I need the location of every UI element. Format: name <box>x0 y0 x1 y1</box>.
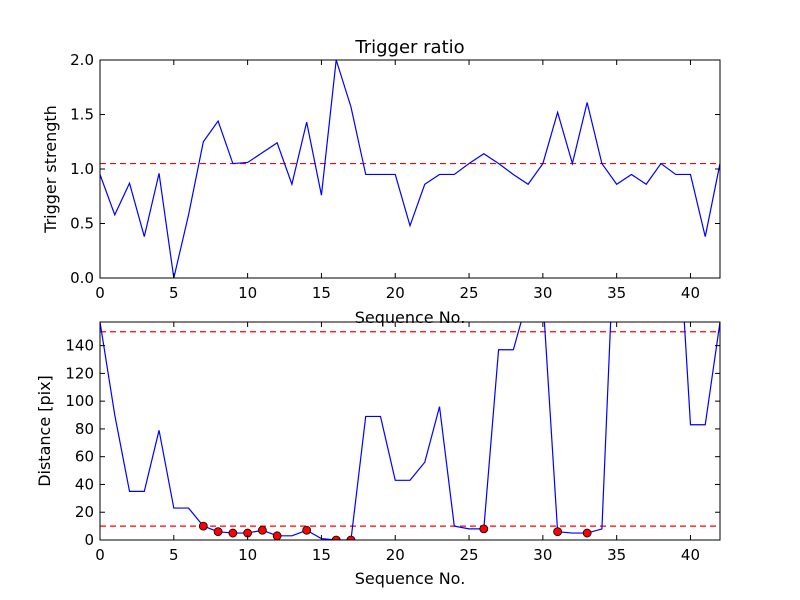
top-x-tick-label: 35 <box>607 284 626 302</box>
bottom-marker-point <box>228 528 238 538</box>
bottom-marker-point <box>198 521 208 531</box>
bottom-y-tick-label: 140 <box>65 337 94 355</box>
bottom-marker-point <box>346 535 356 540</box>
bottom-x-tick-label: 30 <box>533 546 552 564</box>
bottom-y-tick-label: 120 <box>65 364 94 382</box>
bottom-x-tick-label: 10 <box>238 546 257 564</box>
bottom-x-tick-label: 25 <box>460 546 479 564</box>
bottom-x-ticks: 0 5 10 15 20 25 30 35 40 <box>95 322 700 564</box>
bottom-axes-frame <box>99 321 721 541</box>
bottom-panel: 0 5 10 15 20 25 30 35 40 0 20 40 60 80 100 120 140 Sequ… <box>35 321 721 588</box>
bottom-marker-point <box>213 527 223 537</box>
top-plot-area <box>100 60 720 278</box>
top-x-tick-label: 0 <box>95 284 105 302</box>
bottom-x-tick-label: 20 <box>386 546 405 564</box>
top-y-tick-label: 2.0 <box>70 51 94 69</box>
top-y-tick-label: 1.5 <box>70 106 94 124</box>
bottom-x-tick-label: 40 <box>681 546 700 564</box>
top-chart-title: Trigger ratio <box>354 37 464 58</box>
bottom-x-axis-label: Sequence No. <box>355 569 466 588</box>
top-y-tick-label: 0.5 <box>70 215 94 233</box>
top-y-tick-label: 0.0 <box>70 269 94 287</box>
top-x-axis-label: Sequence No. <box>355 308 466 327</box>
bottom-x-tick-label: 5 <box>169 546 179 564</box>
bottom-plot-area <box>100 322 720 540</box>
top-x-tick-label: 15 <box>312 284 331 302</box>
bottom-marker-point <box>331 535 341 540</box>
bottom-marker-point <box>479 524 489 534</box>
bottom-marker-point <box>257 525 267 535</box>
top-series-group <box>100 60 720 278</box>
top-y-tick-label: 1.0 <box>70 160 94 178</box>
bottom-y-tick-label: 80 <box>75 420 94 438</box>
bottom-y-tick-label: 20 <box>75 503 94 521</box>
bottom-y-tick-label: 0 <box>84 531 94 549</box>
bottom-marker-point <box>272 531 282 540</box>
bottom-x-tick-label: 35 <box>607 546 626 564</box>
bottom-y-ticks: 0 20 40 60 80 100 120 140 <box>65 337 720 549</box>
bottom-x-tick-label: 15 <box>312 546 331 564</box>
top-x-ticks: 0 5 10 15 20 25 30 35 40 <box>95 60 700 302</box>
top-series-line-0 <box>100 60 720 278</box>
top-x-tick-label: 20 <box>386 284 405 302</box>
top-panel: Trigger ratio 0 5 10 15 20 25 30 35 40 0.0 0.5 1.0… <box>41 37 721 327</box>
bottom-y-tick-label: 60 <box>75 448 94 466</box>
bottom-marker-point <box>582 528 592 538</box>
bottom-y-tick-label: 100 <box>65 392 94 410</box>
bottom-x-tick-label: 0 <box>95 546 105 564</box>
top-y-ticks: 0.0 0.5 1.0 1.5 2.0 <box>70 51 720 287</box>
top-y-axis-label: Trigger strength <box>41 105 60 234</box>
bottom-marker-point <box>302 525 312 535</box>
bottom-y-tick-label: 40 <box>75 475 94 493</box>
top-x-tick-label: 40 <box>681 284 700 302</box>
top-x-tick-label: 30 <box>533 284 552 302</box>
top-x-tick-label: 25 <box>460 284 479 302</box>
top-x-tick-label: 5 <box>169 284 179 302</box>
bottom-markers-group <box>198 521 592 540</box>
top-x-tick-label: 10 <box>238 284 257 302</box>
bottom-y-axis-label: Distance [pix] <box>35 375 54 487</box>
bottom-marker-point <box>553 527 563 537</box>
